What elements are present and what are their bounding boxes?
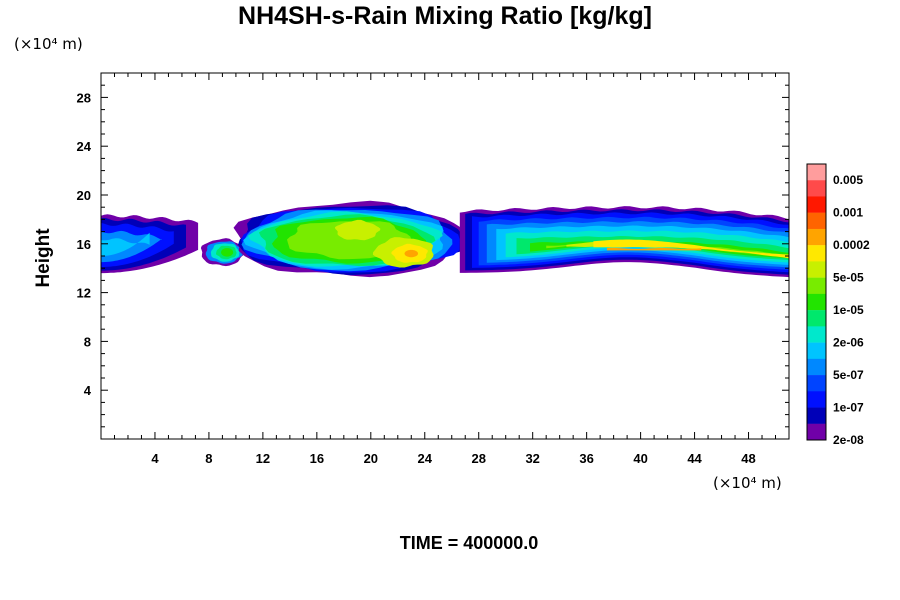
y-tick-label: 16 xyxy=(77,237,91,252)
x-tick-label: 40 xyxy=(633,451,647,466)
x-axis-unit: (×10⁴ m) xyxy=(713,474,782,492)
colorbar: 0.005 0.001 0.0002 5e-05 1e-05 2e-06 5e-07 1e-0… xyxy=(806,163,870,447)
contour-band-right xyxy=(593,239,789,259)
colorbar-swatch xyxy=(807,293,826,311)
colorbar-label: 5e-05 xyxy=(833,271,864,285)
colorbar-label: 0.005 xyxy=(833,173,863,187)
x-tick-label: 28 xyxy=(471,451,485,466)
y-tick-label: 4 xyxy=(84,383,92,398)
x-tick-label: 12 xyxy=(256,451,270,466)
colorbar-swatch xyxy=(807,180,826,197)
colorbar-swatch xyxy=(807,342,826,360)
x-tick-label: 20 xyxy=(364,451,378,466)
contour-band-right xyxy=(530,240,789,259)
colorbar-swatch xyxy=(807,423,826,441)
x-tick-label: 8 xyxy=(205,451,212,466)
colorbar-label: 0.0002 xyxy=(833,238,870,252)
colorbar-swatch xyxy=(807,277,826,295)
contour-central-core xyxy=(335,219,381,241)
chart-title: NH4SH-s-Rain Mixing Ratio [kg/kg] xyxy=(238,2,652,30)
y-tick-label: 24 xyxy=(77,139,92,154)
contour-central-core xyxy=(404,249,418,258)
colorbar-swatch xyxy=(807,391,826,408)
colorbar-swatch xyxy=(807,228,826,246)
x-tick-label: 4 xyxy=(151,451,159,466)
colorbar-swatch xyxy=(807,310,826,327)
colorbar-swatch xyxy=(807,212,826,230)
y-axis-label: Height xyxy=(33,228,54,288)
y-tick-label: 12 xyxy=(77,286,91,301)
x-tick-label: 32 xyxy=(525,451,539,466)
colorbar-swatch xyxy=(807,261,826,278)
colorbar-label: 0.001 xyxy=(833,206,863,220)
colorbar-swatch xyxy=(807,196,826,213)
y-tick-label: 20 xyxy=(77,188,91,203)
y-tick-label: 8 xyxy=(84,334,91,349)
colorbar-swatch xyxy=(807,375,826,392)
colorbar-frame xyxy=(806,163,827,441)
colorbar-swatch xyxy=(807,164,826,181)
colorbar-label: 2e-08 xyxy=(833,433,864,447)
contour-band-right-core xyxy=(606,247,702,251)
colorbar-label: 1e-05 xyxy=(833,303,864,317)
x-tick-label: 16 xyxy=(310,451,324,466)
colorbar-label: 5e-07 xyxy=(833,368,864,382)
contour-band-left xyxy=(101,232,150,256)
x-tick-label: 44 xyxy=(687,451,702,466)
colorbar-label: 2e-06 xyxy=(833,336,864,350)
x-tick-label: 24 xyxy=(418,451,433,466)
y-axis-unit: (×10⁴ m) xyxy=(14,35,83,53)
colorbar-swatch xyxy=(807,326,826,343)
x-tick-label: 36 xyxy=(579,451,593,466)
y-tick-label: 28 xyxy=(77,90,91,105)
colorbar-label: 1e-07 xyxy=(833,401,864,415)
colorbar-swatch xyxy=(807,358,826,376)
contour-fills xyxy=(101,200,789,278)
time-label: TIME = 400000.0 xyxy=(400,533,539,553)
contour-small-cell xyxy=(221,248,234,257)
colorbar-swatch xyxy=(807,407,826,424)
colorbar-swatch xyxy=(807,245,826,262)
x-tick-label: 48 xyxy=(741,451,755,466)
